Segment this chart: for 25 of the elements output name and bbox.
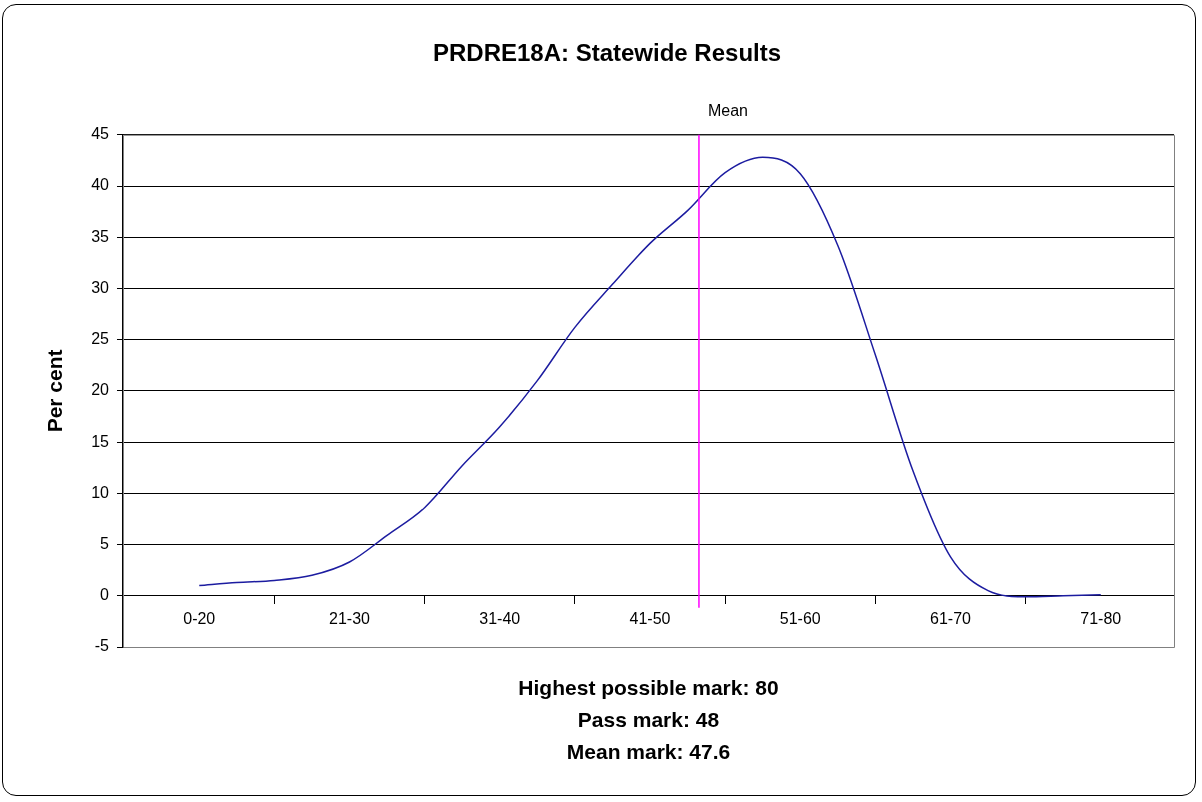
y-tick-label: 20 bbox=[91, 381, 110, 399]
text: Mean bbox=[707, 102, 748, 120]
y-tick-label: 30 bbox=[91, 278, 110, 296]
x-tick-label: 61-70 bbox=[930, 609, 972, 627]
chart-title: PRDRE18A: Statewide Results bbox=[432, 39, 782, 67]
y-tick-label: 10 bbox=[91, 483, 110, 501]
x-tick-label: 0-20 bbox=[183, 609, 216, 627]
text: Mean mark: 47.6 bbox=[566, 739, 731, 763]
y-axis-title: Per cent bbox=[43, 349, 67, 433]
line-series bbox=[198, 156, 1102, 598]
x-tick-label: 21-30 bbox=[329, 609, 371, 627]
y-tick-label: 40 bbox=[91, 176, 110, 194]
x-tick-label: 51-60 bbox=[779, 609, 821, 627]
y-tick-label: 0 bbox=[100, 586, 110, 604]
x-tick-label: 71-80 bbox=[1080, 609, 1122, 627]
y-tick-label: 45 bbox=[91, 125, 110, 143]
text: Pass mark: 48 bbox=[577, 707, 720, 731]
x-tick-label: 31-40 bbox=[479, 609, 521, 627]
x-tick-label: 41-50 bbox=[629, 609, 671, 627]
y-tick-label: 5 bbox=[100, 534, 110, 552]
text: Highest possible mark: 80 bbox=[518, 675, 779, 699]
y-tick-label: -5 bbox=[94, 637, 110, 655]
y-tick-label: 25 bbox=[91, 330, 110, 348]
y-tick-label: 15 bbox=[91, 432, 110, 450]
y-tick-label: 35 bbox=[91, 227, 110, 245]
